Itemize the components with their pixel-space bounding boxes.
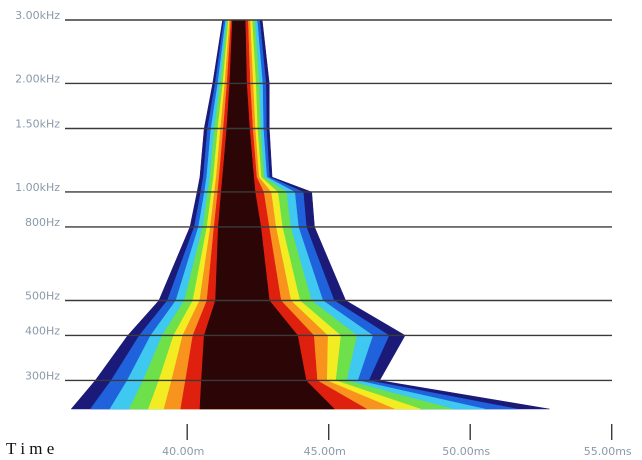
- y-tick-label: 800Hz: [25, 216, 60, 229]
- y-tick-label: 2.00kHz: [15, 72, 60, 85]
- y-tick-label: 3.00kHz: [15, 9, 60, 22]
- x-tick-label: 55.00ms: [584, 445, 632, 458]
- y-tick-label: 1.00kHz: [15, 181, 60, 194]
- y-tick-label: 300Hz: [25, 369, 60, 382]
- x-axis-label: T i m e: [6, 439, 54, 458]
- x-tick-label: 50.00ms: [442, 445, 490, 458]
- y-tick-label: 500Hz: [25, 289, 60, 302]
- y-tick-label: 1.50kHz: [15, 118, 60, 131]
- y-tick-label: 400Hz: [25, 324, 60, 337]
- x-tick-label: 40.00m: [162, 445, 204, 458]
- x-tick-label: 45.00m: [304, 445, 346, 458]
